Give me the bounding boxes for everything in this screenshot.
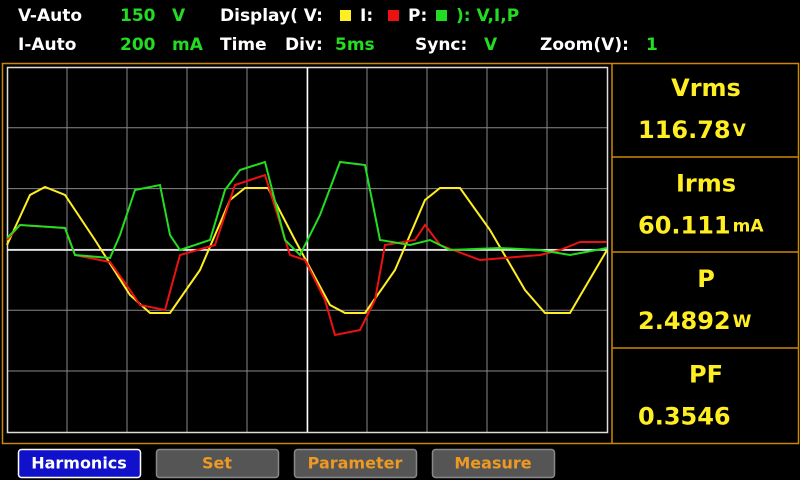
button-label[interactable]: Measure [454,454,531,473]
power-trace [6,160,608,260]
v-unit: V [172,6,186,26]
reading-number: 0.3546 [638,403,731,431]
reading-unit: V [733,121,747,141]
zoom-value: 1 [646,35,658,55]
div-label: Div: [285,35,323,55]
p-label: P: [408,6,427,26]
reading-value: 0.3546 [638,403,731,431]
i-label: I: [360,6,373,26]
reading-value: 116.78 V [638,116,747,144]
reading-label: Vrms [671,74,741,102]
reading-label: Irms [676,170,736,198]
voltage-trace [6,185,608,314]
readings: Vrms 116.78 V Irms 60.111 mA P 2.4892 W PF 0.3546 [638,74,764,431]
buttons: Harmonics Set Parameter Measure [17,448,556,479]
zoom-label: Zoom(V): [540,35,629,55]
frame [1,62,800,445]
v-swatch [340,10,351,21]
button[interactable] [431,448,556,479]
reading-number: 2.4892 [638,307,731,335]
i-range: 200 [120,35,156,55]
current-trace [6,173,607,337]
i-mode: I-Auto [18,35,76,55]
div-value: 5ms [335,35,375,55]
v-mode: V-Auto [18,6,82,26]
display-label: Display( V: [220,6,323,26]
button-label[interactable]: Parameter [308,454,403,473]
p-swatch [436,10,447,21]
time-label: Time [220,35,267,55]
i-swatch [388,10,399,21]
reading-value: 2.4892 W [638,307,752,335]
reading-label: P [697,265,715,293]
reading-label: PF [689,361,723,389]
button-label[interactable]: Harmonics [31,454,127,473]
reading-number: 60.111 [638,212,731,240]
display-value: ): V,I,P [456,6,519,26]
button[interactable] [155,448,280,479]
i-unit: mA [172,35,204,55]
button-label[interactable]: Set [202,454,232,473]
button[interactable] [293,448,418,479]
sync-label: Sync: [415,35,467,55]
reading-number: 116.78 [638,116,731,144]
v-range: 150 [120,6,156,26]
sync-value: V [484,35,498,55]
reading-value: 60.111 mA [638,212,764,240]
reading-unit: W [733,312,752,332]
reading-unit: mA [733,217,765,237]
button[interactable] [17,448,142,479]
